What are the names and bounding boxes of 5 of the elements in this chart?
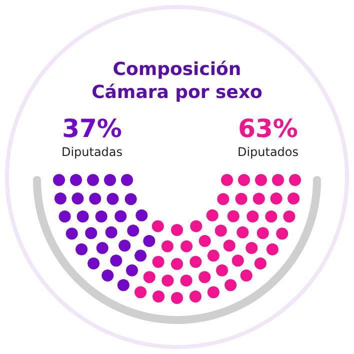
- category-label: Diputadas: [60, 144, 124, 160]
- category-label: Diputados: [236, 144, 300, 160]
- data-label: 37%: [61, 114, 123, 144]
- text: Composición Cámara por sexo: [90, 58, 264, 104]
- data-label: 63%: [237, 114, 299, 144]
